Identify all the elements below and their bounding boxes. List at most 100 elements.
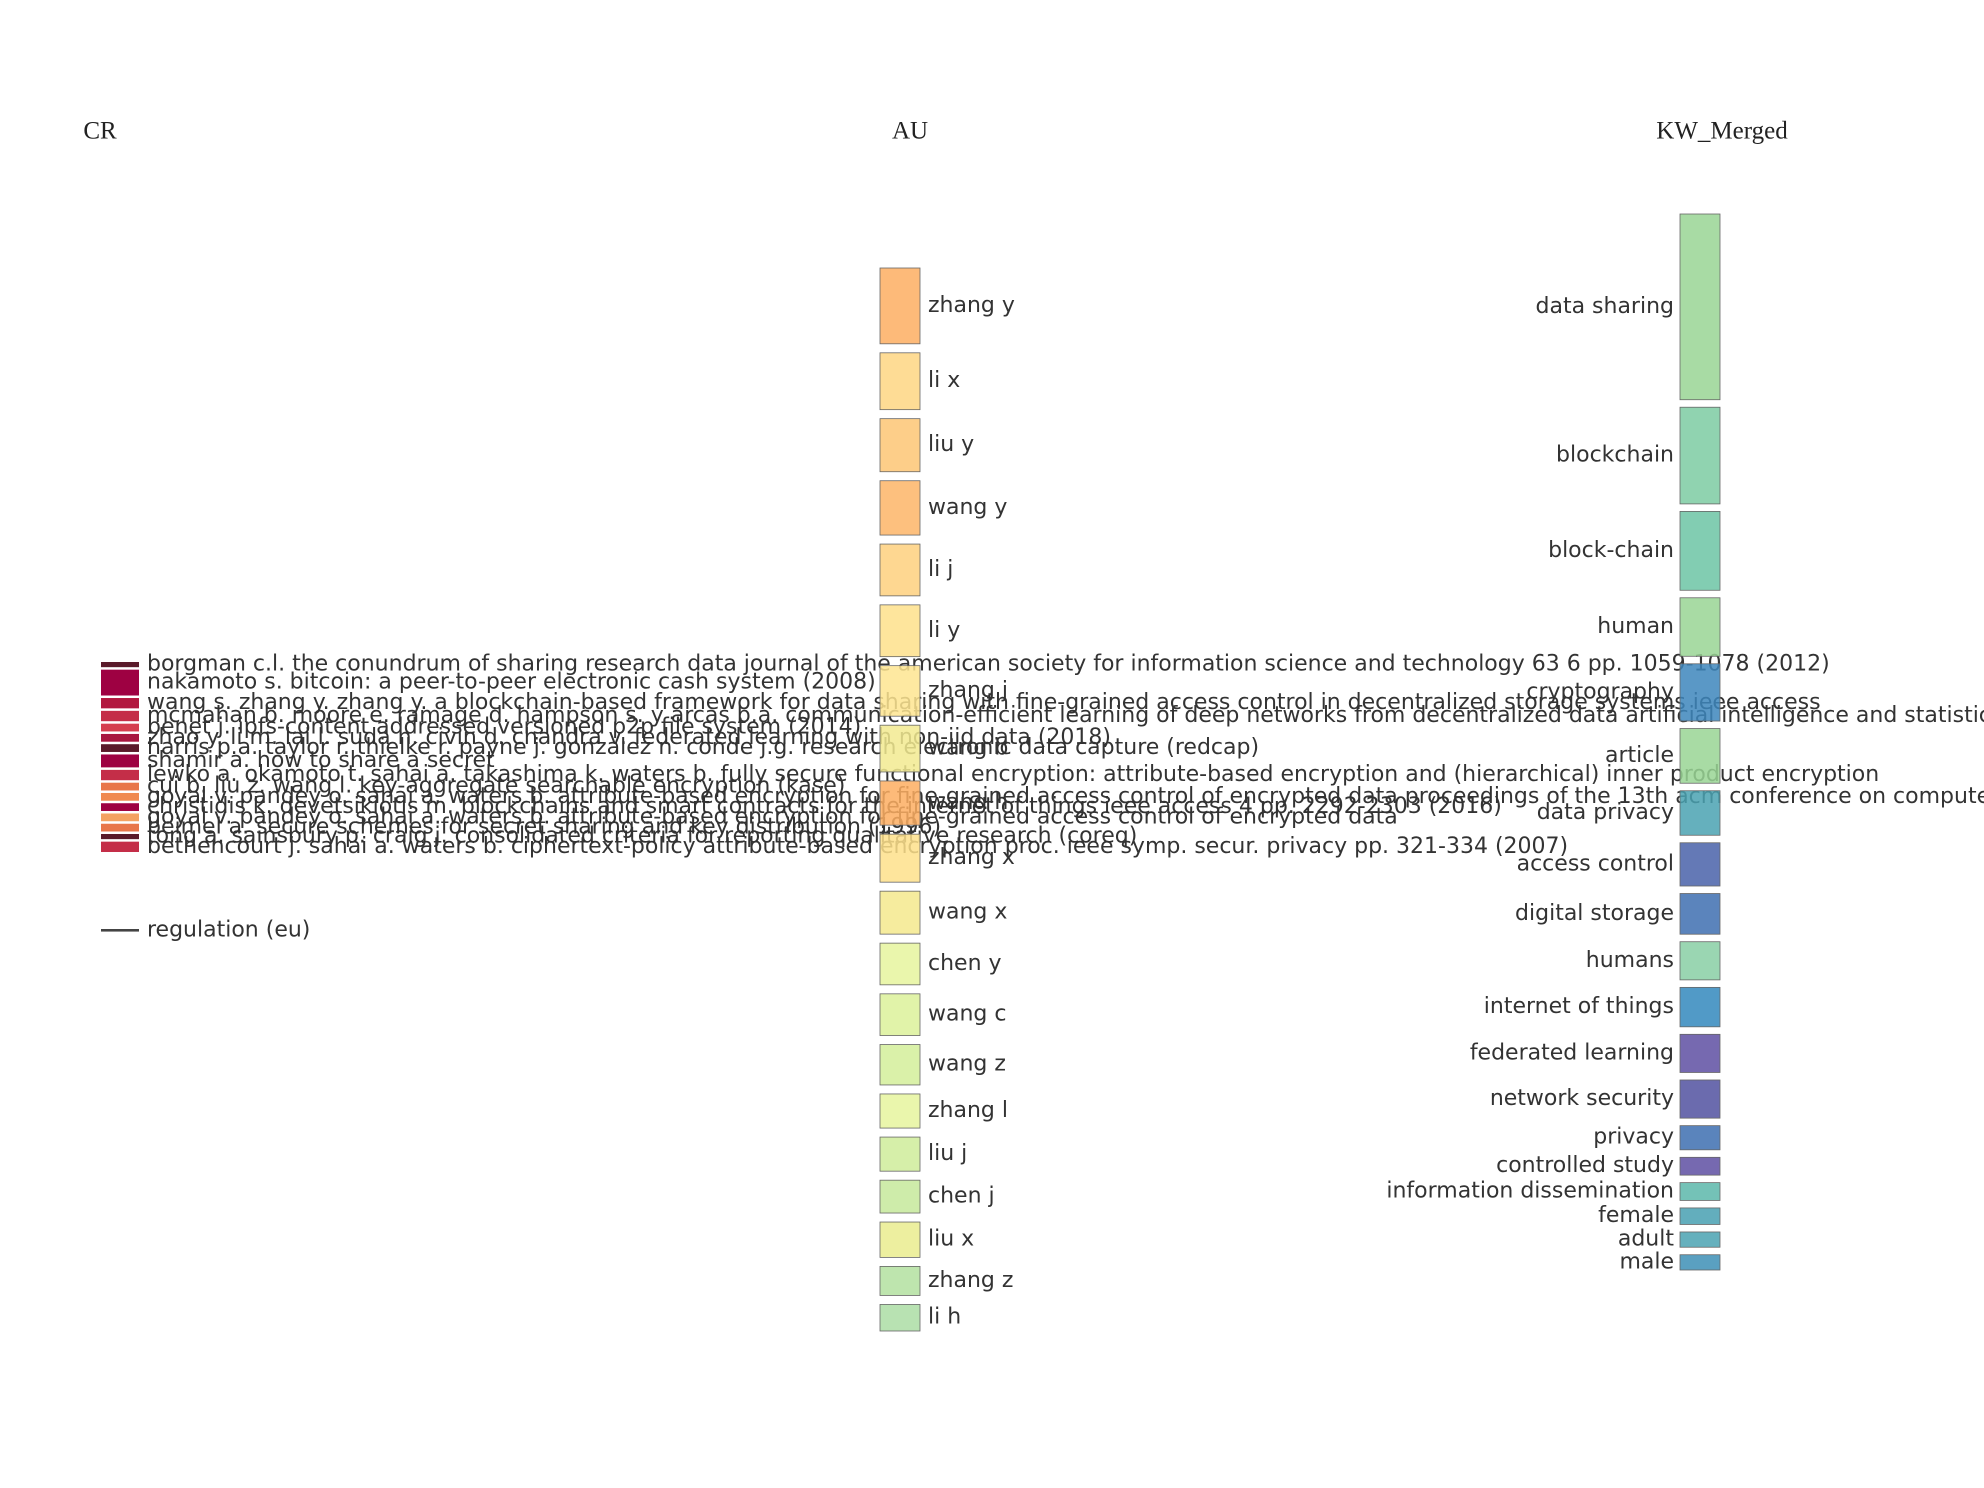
- node-label: zhang y: [928, 293, 1015, 318]
- node: [101, 803, 139, 811]
- node-label: article: [1605, 743, 1674, 768]
- node: [879, 780, 921, 826]
- node: [879, 833, 921, 883]
- column-title: KW_Merged: [1656, 118, 1788, 145]
- node-label: chen y: [928, 951, 1002, 976]
- node-label: female: [1598, 1203, 1674, 1228]
- node-label: tong a. sainsbury p. craig j. consolidat…: [147, 824, 1137, 849]
- node: [879, 1266, 921, 1296]
- node: [101, 744, 139, 752]
- node-label: wang s. zhang y. zhang y. a blockchain-b…: [147, 690, 1821, 715]
- node: [1679, 1182, 1721, 1201]
- node: [879, 993, 921, 1036]
- node: [101, 833, 139, 840]
- node: [879, 890, 921, 935]
- node: [101, 733, 139, 742]
- node: [1679, 941, 1721, 981]
- node: [879, 1136, 921, 1172]
- node: [1679, 406, 1721, 505]
- node-label: adult: [1618, 1227, 1675, 1252]
- node-label: internet of things: [1484, 994, 1674, 1019]
- node-label: cryptography: [1526, 679, 1674, 704]
- node-label: wang y: [928, 495, 1007, 520]
- node: [1679, 1033, 1721, 1073]
- node: [1679, 1254, 1721, 1271]
- node: [879, 418, 921, 473]
- node-label: li y: [928, 618, 960, 643]
- node-label: zhang j: [928, 678, 1008, 703]
- node-label: federated learning: [1470, 1040, 1674, 1065]
- node-label: benet j. ipfs-content addressed versione…: [147, 715, 861, 740]
- node-label: data sharing: [1536, 294, 1675, 319]
- node-label: humans: [1586, 948, 1674, 973]
- node: [1679, 1125, 1721, 1151]
- node: [1679, 1231, 1721, 1248]
- node-label: cui b. liu z. wang l. key-aggregate sear…: [147, 774, 845, 799]
- node: [101, 723, 139, 732]
- node-label: wang c: [928, 1002, 1006, 1027]
- node: [101, 813, 139, 822]
- column-title: AU: [892, 118, 928, 145]
- node-label: regulation (eu): [147, 917, 310, 942]
- node-label: shamir a. how to share a secret: [147, 748, 495, 773]
- node: [1679, 1156, 1721, 1176]
- node-label: nakamoto s. bitcoin: a peer-to-peer elec…: [147, 670, 876, 695]
- node: [101, 754, 139, 768]
- node: [1679, 986, 1721, 1028]
- node: [879, 1221, 921, 1258]
- node: [879, 604, 921, 658]
- node-label: lewko a. okamoto t. sahai a. takashima k…: [147, 762, 1879, 787]
- node-label: goyal v. pandey o. sahai a. waters b. at…: [147, 784, 1984, 809]
- node: [879, 942, 921, 986]
- node-label: bethencourt j. sahai a. waters b. cipher…: [147, 834, 1568, 859]
- node: [101, 792, 139, 801]
- node-label: harris p.a. taylor r. thielke r. payne j…: [147, 735, 1259, 760]
- node: [1679, 842, 1721, 887]
- node-label: data privacy: [1537, 800, 1674, 825]
- node: [101, 669, 139, 696]
- node-label: wang b: [928, 736, 1008, 761]
- node: [1679, 728, 1721, 784]
- node: [101, 841, 139, 852]
- node-label: zhang z: [928, 1268, 1013, 1293]
- column-title: CR: [83, 118, 117, 145]
- node: [879, 267, 921, 345]
- node-label: li x: [928, 368, 960, 393]
- node: [1679, 213, 1721, 401]
- node-label: digital storage: [1515, 901, 1674, 926]
- node-label: human: [1597, 614, 1674, 639]
- node: [1679, 790, 1721, 836]
- node-label: male: [1619, 1249, 1674, 1274]
- node: [879, 724, 921, 773]
- node-label: blockchain: [1556, 443, 1674, 468]
- node: [879, 1044, 921, 1086]
- node: [101, 823, 139, 832]
- node: [879, 1093, 921, 1129]
- node: [879, 352, 921, 411]
- node-label: access control: [1517, 851, 1674, 876]
- node-label: li h: [928, 1305, 961, 1330]
- node: [1679, 1207, 1721, 1225]
- node: [101, 929, 139, 932]
- node-label: wang h: [928, 790, 1008, 815]
- node: [879, 543, 921, 597]
- node-label: information dissemination: [1386, 1179, 1674, 1204]
- node-label: wang x: [928, 900, 1007, 925]
- node-label: liu y: [928, 432, 974, 457]
- node: [101, 698, 139, 709]
- node: [101, 769, 139, 781]
- node: [101, 782, 139, 791]
- node: [1679, 597, 1721, 657]
- node: [1679, 1079, 1721, 1119]
- node-label: beimel a. secure schemes for secret shar…: [147, 815, 941, 840]
- node-label: zhang x: [928, 845, 1015, 870]
- node-label: goyal v. pandey o. sahai a. waters b. at…: [147, 804, 1398, 829]
- node-label: li j: [928, 557, 953, 582]
- node-label: privacy: [1593, 1125, 1674, 1150]
- node: [101, 662, 139, 668]
- node-label: controlled study: [1496, 1153, 1674, 1178]
- node-label: zhang l: [928, 1098, 1008, 1123]
- node: [879, 1179, 921, 1214]
